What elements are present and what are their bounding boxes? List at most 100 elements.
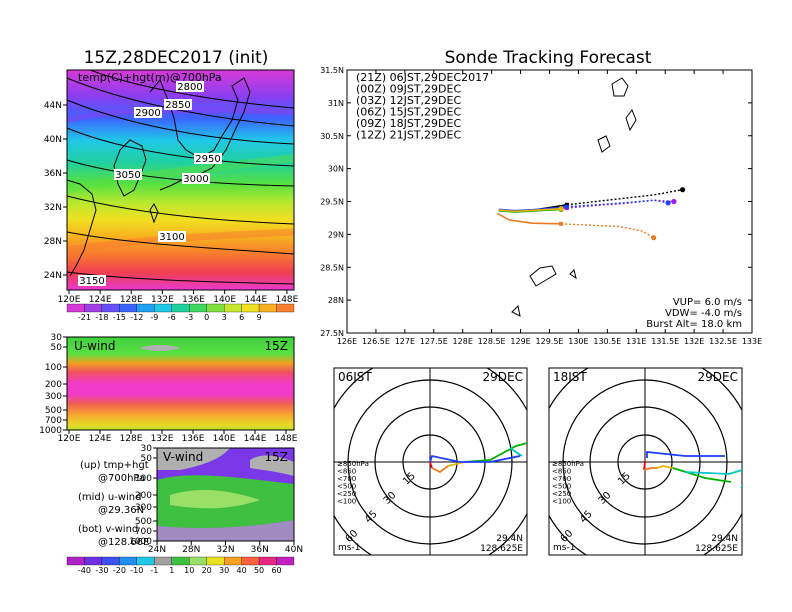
tracking-y-tick-label: 28N (328, 296, 344, 305)
contour-label: 2900 (135, 108, 160, 119)
vwind-x-tick-label: 28N (182, 545, 200, 555)
colorbar-tick-label: -21 (78, 313, 91, 322)
tracking-y-tick-label: 31N (328, 99, 344, 108)
hodograph-unit-label: ms-1 (553, 543, 575, 553)
vwind-y-tick-label: 1000 (129, 537, 152, 547)
colorbar-tick-label: 1 (169, 566, 174, 575)
legend-entry: (21Z) 06JST,29DEC2017 (356, 71, 489, 84)
height-contour (66, 159, 295, 187)
uwind-y-tick-label: 50 (51, 343, 63, 353)
legend-entry: (09Z) 18JST,29DEC (356, 117, 461, 130)
side-note: @128.66E (98, 537, 149, 548)
vwind-contour (157, 448, 230, 470)
tracking-y-tick-label: 30.5N (320, 132, 344, 141)
hodograph-trace (672, 467, 732, 483)
contour-label-bg (134, 107, 162, 118)
island-outline (511, 304, 521, 317)
hodograph-date-label: 29DEC (698, 370, 738, 384)
vwind-y-tick-label: 200 (135, 491, 152, 501)
tracking-x-tick-label: 133E (742, 337, 762, 346)
colorbar-swatch (66, 556, 85, 566)
contour-label-bg (114, 169, 142, 180)
hodograph-trace (643, 467, 657, 471)
height-contour (89, 69, 295, 109)
init-title: 15Z,28DEC2017 (init) (84, 48, 269, 68)
uwind-y-tick-label: 100 (45, 363, 62, 373)
uwind-x-tick-label: 148E (275, 434, 298, 444)
vwind-x-ticks: 24N 28N 32N 36N 40N (148, 541, 303, 555)
colorbar-swatch (189, 556, 207, 566)
contour-label: 2950 (195, 154, 220, 165)
colorbar-tick-label: -18 (95, 313, 108, 322)
main-title: Sonde Tracking Forecast (445, 48, 652, 68)
colorbar-swatch (276, 556, 295, 566)
tracking-x-tick-label: 127E (395, 337, 415, 346)
legend-entry: (03Z) 12JST,29DEC (356, 94, 461, 107)
colorbar-swatch (66, 303, 85, 313)
track-endpoint (679, 187, 686, 193)
tracking-frame (346, 69, 753, 334)
colorbar-swatch (119, 556, 137, 566)
uwind-x-tick-label: 124E (89, 434, 112, 444)
hodograph-trace (656, 465, 674, 469)
track-line-dashed (566, 199, 669, 208)
colorbar-tick-label: -20 (113, 566, 126, 575)
hodograph-trace (431, 465, 449, 474)
temperature-map-panel: temp(C)+hgt(m)@700hPa 2800 2850 2900 2950 30… (44, 69, 299, 305)
colorbar-swatch (171, 303, 190, 313)
island-outline (625, 108, 637, 132)
colorbar-swatch (276, 303, 295, 313)
colorbar-swatch (136, 303, 155, 313)
vwind-label: V-wind (163, 450, 203, 464)
colorbar-tick-label: 3 (222, 313, 227, 322)
tracking-y-tick-label: 30N (328, 165, 344, 174)
tracking-y-ticks: 27.5N 28N 28.5N 29N 29.5N 30N 30.5N 31N 31.5N (320, 66, 752, 338)
tracking-x-tick-label: 126.5E (362, 337, 390, 346)
sonde-tracks (497, 187, 686, 241)
track-marker (559, 206, 564, 211)
hodograph-date-label: 29DEC (483, 370, 523, 384)
contour-label-bg (182, 173, 210, 184)
tracking-panel: (21Z) 06JST,29DEC2017(00Z) 09JST,29DEC(0… (320, 66, 762, 346)
colorbar-tick-label: -15 (113, 313, 126, 322)
tracking-x-tick-label: 128.5E (478, 337, 506, 346)
map-field-label: temp(C)+hgt(m)@700hPa (78, 71, 222, 84)
hodograph-lon-label: 128.625E (480, 544, 523, 554)
track-endpoint (651, 235, 657, 241)
tracking-x-tick-label: 132E (684, 337, 704, 346)
colorbar-tick-label: -1 (150, 566, 158, 575)
uwind-y-tick-label: 700 (45, 416, 62, 426)
uwind-x-tick-label: 128E (120, 434, 143, 444)
colorbar-swatch (206, 303, 225, 313)
hodograph-trace (684, 469, 742, 489)
uwind-x-tick-label: 144E (244, 434, 267, 444)
vwind-x-tick-label: 24N (148, 545, 166, 555)
colorbar-tick-label: -12 (130, 313, 143, 322)
tracking-x-tick-label: 130E (568, 337, 588, 346)
colorbar-tick-label: 6 (239, 313, 244, 322)
island-outline (611, 77, 629, 97)
map-x-tick-label: 148E (275, 295, 298, 305)
uwind-y-tick-label: 500 (45, 406, 62, 416)
map-y-tick-label: 40N (44, 135, 62, 145)
coastline (149, 77, 251, 191)
tracking-y-tick-label: 29.5N (320, 198, 344, 207)
hodograph-legend-entry: <250 (552, 490, 571, 498)
burst-alt-info: Burst Alt= 18.0 km (646, 319, 742, 330)
colorbar-swatch (241, 556, 260, 566)
contour-labels: 2800 2850 2900 2950 3000 3050 3100 3150 (78, 81, 222, 287)
colorbar-swatch (241, 303, 260, 313)
map-x-tick-label: 128E (120, 295, 143, 305)
colorbar-swatch (154, 556, 172, 566)
coastline (149, 203, 159, 224)
track-line (497, 212, 562, 225)
vwind-contour (250, 455, 294, 476)
side-note: (bot) v-wind (78, 524, 138, 535)
colorbar-tick-label: -30 (95, 566, 108, 575)
temperature-band (65, 154, 295, 194)
